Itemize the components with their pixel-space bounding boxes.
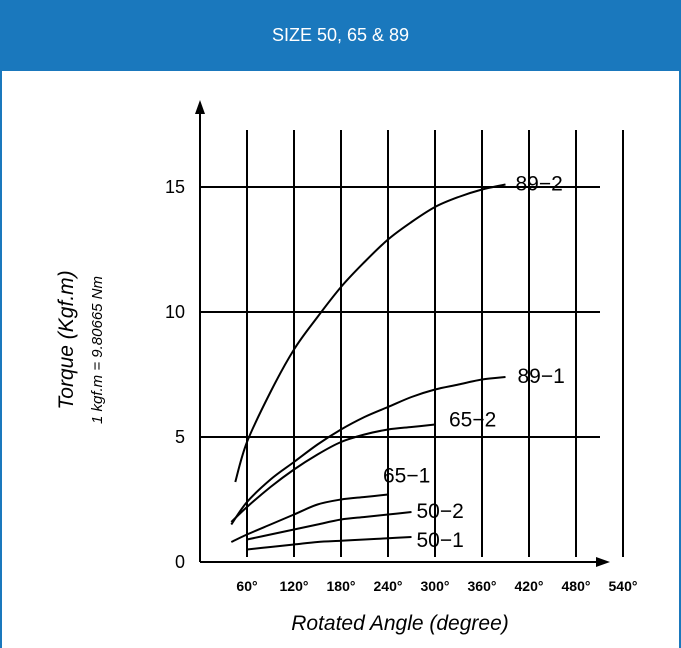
x-tick-label: 480° — [562, 578, 591, 594]
series-line-89-1 — [230, 376, 506, 526]
y-axis-unit-note: 1 kgf.m = 9.80665 Nm — [89, 276, 106, 424]
x-tick-label: 360° — [468, 578, 497, 594]
tick-labels: 0 5 10 15 60° 120° 180° 240° 300° 360° 420° 480° 540… — [165, 177, 638, 594]
curve-label-65-2: 65−2 — [449, 409, 496, 432]
curve-label-50-1: 50−1 — [417, 529, 464, 552]
series-line-50-1 — [246, 536, 412, 551]
curve-label-50-2: 50−2 — [417, 500, 464, 523]
series-line-50-2 — [246, 511, 412, 541]
x-tick-label: 540° — [609, 578, 638, 594]
x-tick-label: 240° — [374, 578, 403, 594]
x-axis-arrow — [596, 557, 610, 567]
x-tick-label: 60° — [236, 578, 257, 594]
series-line-89-2 — [234, 183, 506, 483]
header-title: SIZE 50, 65 & 89 — [271, 25, 410, 45]
grid-lines — [200, 130, 624, 557]
x-tick-label: 420° — [515, 578, 544, 594]
series-line-65-2 — [230, 423, 436, 523]
series-line-65-1 — [230, 493, 389, 543]
curve-label-89-1: 89−1 — [518, 365, 565, 388]
curve-label-89-2: 89−2 — [516, 173, 563, 196]
curve-labels: 89−2 89−1 65−2 65−1 50−2 50−1 — [383, 173, 565, 553]
y-tick-label: 5 — [175, 427, 185, 447]
y-tick-label: 15 — [165, 177, 185, 197]
y-tick-label: 0 — [175, 552, 185, 572]
header-bar: SIZE 50, 65 & 89 — [0, 0, 681, 71]
y-tick-label: 10 — [165, 302, 185, 322]
y-axis-title: Torque (Kgf.m) — [55, 270, 78, 409]
x-axis-title: Rotated Angle (degree) — [291, 612, 509, 635]
series-group — [230, 183, 506, 551]
curve-label-65-1: 65−1 — [383, 465, 430, 488]
y-axis-arrow — [195, 100, 205, 114]
x-tick-label: 300° — [421, 578, 450, 594]
x-tick-label: 180° — [327, 578, 356, 594]
x-tick-label: 120° — [280, 578, 309, 594]
axes — [195, 100, 610, 567]
